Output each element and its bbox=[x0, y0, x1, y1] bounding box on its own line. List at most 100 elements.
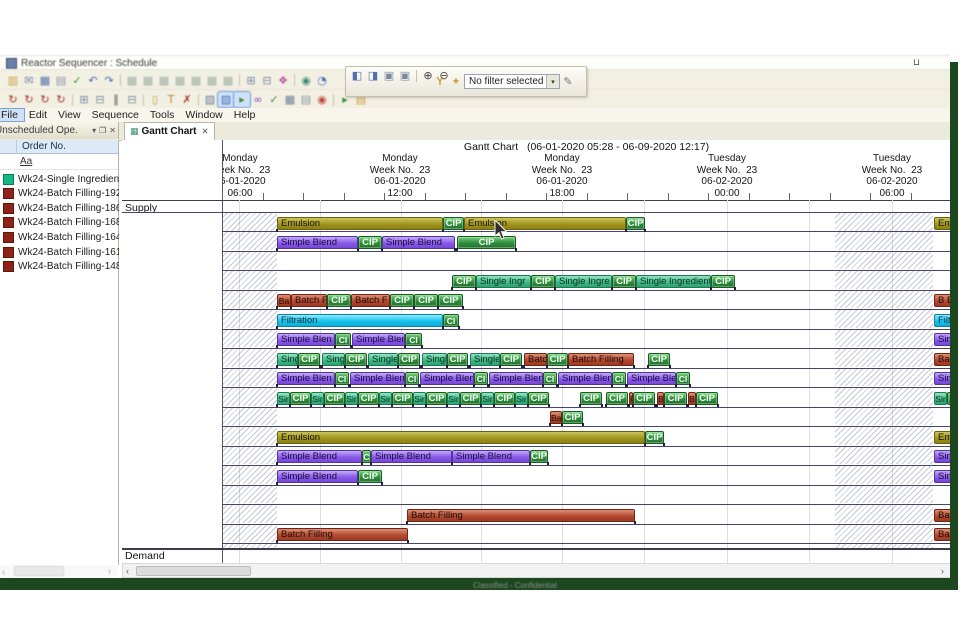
gantt-bar-ci[interactable]: CI bbox=[335, 333, 351, 346]
open-icon[interactable]: ▥ bbox=[5, 73, 21, 88]
bar-handle-dot[interactable] bbox=[717, 404, 719, 407]
gantt-bar-filtration[interactable]: Filtration bbox=[277, 314, 443, 327]
bar-handle-dot[interactable] bbox=[349, 384, 351, 387]
gantt-bar-bat[interactable]: Bat bbox=[934, 509, 951, 522]
bar-handle-dot[interactable] bbox=[499, 365, 501, 368]
gantt-bar-cip[interactable]: CIP bbox=[447, 353, 468, 366]
schedule-view-icon[interactable]: ⊟ bbox=[124, 92, 140, 107]
layout-right-icon[interactable]: ◨ bbox=[365, 68, 381, 83]
color-wheel-icon[interactable]: ◉ bbox=[314, 92, 330, 107]
gantt-bar-batch-f[interactable]: Batch F bbox=[291, 294, 327, 307]
window-control-icon[interactable]: ⊔ bbox=[913, 57, 920, 68]
validate-icon[interactable]: ✓ bbox=[266, 92, 282, 107]
gantt-bar-cip[interactable]: CIP bbox=[530, 450, 548, 463]
bar-handle-dot[interactable] bbox=[689, 384, 691, 387]
bar-handle-dot[interactable] bbox=[493, 404, 495, 407]
gantt-scrollbar[interactable]: ‹ › bbox=[122, 563, 951, 578]
gantt-bar-ba[interactable]: Ba bbox=[277, 294, 291, 307]
gantt-bar-cip[interactable]: CIP bbox=[528, 392, 549, 405]
bar-handle-dot[interactable] bbox=[326, 306, 328, 309]
menu-window[interactable]: Window bbox=[179, 109, 228, 121]
gantt-bar-cip[interactable]: CIP bbox=[626, 217, 645, 230]
scroll-right-icon[interactable]: › bbox=[108, 565, 111, 577]
bar-handle-dot[interactable] bbox=[421, 345, 423, 348]
bar-handle-dot[interactable] bbox=[687, 404, 689, 407]
gantt-bar-ci[interactable]: CI bbox=[676, 372, 690, 385]
bar-handle-dot[interactable] bbox=[488, 384, 490, 387]
redo-icon[interactable]: ↷ bbox=[101, 73, 117, 88]
gantt-bar-cip[interactable]: CIP bbox=[500, 353, 522, 366]
delete-icon[interactable]: ✗ bbox=[179, 92, 195, 107]
mail-icon[interactable]: ✉ bbox=[21, 73, 37, 88]
bar-handle-dot[interactable] bbox=[644, 229, 646, 232]
board-active-icon[interactable]: ▨ bbox=[218, 92, 234, 107]
bar-handle-dot[interactable] bbox=[567, 365, 569, 368]
gantt-bar-cip[interactable]: CIP bbox=[390, 294, 414, 307]
bar-handle-dot[interactable] bbox=[357, 248, 359, 251]
gantt-bar-single-ingre[interactable]: Single Ingre bbox=[555, 275, 612, 288]
gantt-bar-batc[interactable]: Batc bbox=[934, 353, 951, 366]
bar-handle-dot[interactable] bbox=[381, 482, 383, 485]
gantt-bar-single-ingredient[interactable]: Single Ingredient bbox=[636, 275, 711, 288]
bar-handle-dot[interactable] bbox=[289, 404, 291, 407]
bar-handle-dot[interactable] bbox=[370, 462, 372, 465]
bar-handle-dot[interactable] bbox=[297, 365, 299, 368]
gantt-bar-emu[interactable]: Emu bbox=[934, 431, 951, 444]
gantt-bar-cip[interactable]: CIP bbox=[696, 392, 718, 405]
gantt-bar-singl[interactable]: Singl bbox=[322, 353, 345, 366]
bar-handle-dot[interactable] bbox=[561, 423, 563, 426]
schedule-grid-icon[interactable]: ⊞ bbox=[76, 92, 92, 107]
gantt-bar-batc[interactable]: Batc bbox=[524, 353, 547, 366]
table-6-icon[interactable]: ▦ bbox=[204, 73, 220, 88]
bar-handle-dot[interactable] bbox=[611, 384, 613, 387]
menu-tools[interactable]: Tools bbox=[144, 109, 181, 121]
bar-handle-dot[interactable] bbox=[344, 365, 346, 368]
gantt-bar-cip[interactable]: CIP bbox=[531, 275, 555, 288]
gantt-bar-batch-filling[interactable]: Batch Filling bbox=[277, 528, 408, 541]
gantt-bar-simple-blen[interactable]: Simple Blen bbox=[350, 372, 405, 385]
bar-handle-dot[interactable] bbox=[321, 365, 323, 368]
bar-handle-dot[interactable] bbox=[611, 287, 613, 290]
gantt-bar-simple-blen[interactable]: Simple Blen bbox=[277, 372, 335, 385]
gantt-bar-cip[interactable]: CIP bbox=[358, 392, 379, 405]
bar-handle-dot[interactable] bbox=[546, 365, 548, 368]
menu-edit[interactable]: Edit bbox=[23, 109, 53, 121]
gantt-bar-cip[interactable]: CIP bbox=[562, 411, 583, 424]
gantt-bar-cip[interactable]: CIP bbox=[443, 217, 464, 230]
bar-handle-dot[interactable] bbox=[456, 248, 458, 251]
bar-handle-dot[interactable] bbox=[276, 365, 278, 368]
left-panel-scrollbar[interactable]: ‹ › bbox=[0, 565, 118, 578]
bar-handle-dot[interactable] bbox=[407, 540, 409, 543]
scrollbar-thumb[interactable] bbox=[14, 566, 64, 576]
gantt-bar-cip[interactable]: CIP bbox=[633, 392, 655, 405]
gantt-bar-single[interactable]: Single bbox=[470, 353, 500, 366]
bar-handle-dot[interactable] bbox=[351, 345, 353, 348]
gantt-bar-simple-blen[interactable]: Simple Blen bbox=[627, 372, 676, 385]
bar-handle-dot[interactable] bbox=[419, 384, 421, 387]
bar-handle-dot[interactable] bbox=[473, 384, 475, 387]
menu-sequence[interactable]: Sequence bbox=[86, 109, 145, 121]
bar-handle-dot[interactable] bbox=[542, 384, 544, 387]
scroll-left-icon[interactable]: ‹ bbox=[126, 565, 129, 577]
gantt-bar-simple-blen[interactable]: Simple Blen bbox=[277, 333, 335, 346]
bar-handle-dot[interactable] bbox=[734, 287, 736, 290]
bar-handle-dot[interactable] bbox=[463, 229, 465, 232]
board-icon[interactable]: ▨ bbox=[202, 92, 218, 107]
gantt-bar-simple-blen[interactable]: Simple Blen bbox=[489, 372, 543, 385]
bar-handle-dot[interactable] bbox=[446, 365, 448, 368]
schedule-split-icon[interactable]: ⊟ bbox=[92, 92, 108, 107]
filter-select[interactable]: No filter selected ▾ bbox=[464, 74, 560, 89]
bar-handle-dot[interactable] bbox=[633, 365, 635, 368]
gantt-bar-cip[interactable]: CIP bbox=[606, 392, 628, 405]
gantt-bar-ci[interactable]: CI bbox=[405, 372, 419, 385]
bar-handle-dot[interactable] bbox=[276, 482, 278, 485]
bar-handle-dot[interactable] bbox=[451, 287, 453, 290]
gantt-bar-sim[interactable]: Sim bbox=[934, 372, 951, 385]
bar-handle-dot[interactable] bbox=[475, 287, 477, 290]
bar-handle-dot[interactable] bbox=[344, 404, 346, 407]
close-icon[interactable]: ✕ bbox=[202, 126, 209, 137]
bar-handle-dot[interactable] bbox=[276, 229, 278, 232]
gantt-bar-sing[interactable]: Sing bbox=[277, 353, 298, 366]
gantt-bar-single-ingr[interactable]: Single Ingr bbox=[476, 275, 531, 288]
window-2-icon[interactable]: ▣ bbox=[397, 68, 413, 83]
